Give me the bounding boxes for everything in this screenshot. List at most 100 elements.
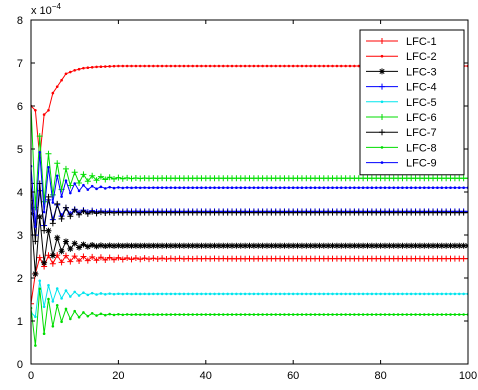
data-point: [235, 64, 238, 68]
data-point: [112, 292, 116, 296]
data-point: [54, 200, 61, 207]
data-point: [351, 242, 358, 249]
legend-item: LFC-8: [366, 142, 437, 154]
data-point: [318, 64, 321, 68]
data-point: [156, 186, 160, 190]
data-point: [182, 292, 186, 296]
data-point: [55, 303, 59, 307]
data-point: [102, 243, 109, 250]
data-point: [99, 185, 103, 189]
data-point: [396, 292, 400, 296]
data-point: [165, 186, 168, 190]
data-point: [418, 186, 422, 189]
data-point: [169, 186, 173, 189]
data-point: [259, 242, 266, 249]
data-point: [200, 313, 203, 316]
data-point: [108, 312, 111, 316]
x-tick-label: 0: [28, 370, 34, 382]
data-point: [145, 242, 152, 249]
data-point: [237, 242, 244, 249]
data-point: [401, 313, 404, 316]
data-point: [159, 255, 166, 262]
data-point: [213, 292, 216, 296]
data-point: [380, 100, 384, 104]
data-point: [261, 186, 264, 190]
data-point: [261, 292, 264, 296]
data-point: [353, 186, 356, 189]
data-point: [248, 313, 251, 316]
data-point: [285, 242, 292, 249]
data-point: [125, 64, 129, 68]
data-point: [252, 64, 256, 68]
data-point: [93, 243, 100, 250]
data-point: [204, 64, 208, 68]
data-point: [370, 186, 374, 189]
data-point: [379, 129, 385, 136]
data-point: [322, 186, 326, 189]
legend-item: LFC-4: [366, 82, 437, 94]
data-point: [71, 169, 78, 176]
data-point: [294, 242, 301, 249]
data-point: [182, 186, 186, 190]
data-point: [147, 313, 151, 316]
data-point: [82, 66, 85, 70]
data-point: [221, 292, 225, 296]
series-lfc-8: [31, 287, 468, 347]
data-point: [42, 113, 46, 116]
data-point: [392, 292, 396, 296]
data-point: [347, 242, 354, 249]
data-point: [89, 253, 96, 260]
data-point: [169, 64, 173, 68]
data-point: [239, 313, 243, 316]
data-point: [374, 292, 378, 296]
data-point: [416, 242, 423, 249]
data-point: [117, 64, 120, 68]
data-point: [102, 176, 109, 183]
data-point: [32, 270, 39, 277]
data-point: [256, 186, 260, 189]
data-point: [90, 311, 94, 315]
data-point: [185, 242, 192, 249]
series-lfc-7: [31, 180, 468, 245]
data-point: [287, 292, 291, 296]
data-point: [62, 165, 69, 172]
data-point: [36, 254, 43, 261]
data-point: [399, 242, 406, 249]
data-point: [243, 313, 247, 316]
data-point: [154, 256, 161, 263]
data-point: [381, 242, 388, 249]
data-point: [300, 186, 304, 189]
data-point: [230, 186, 234, 189]
data-point: [172, 242, 179, 249]
data-point: [221, 186, 225, 189]
legend-item: LFC-7: [366, 127, 437, 139]
data-point: [95, 187, 98, 191]
data-point: [208, 64, 212, 68]
data-point: [335, 313, 339, 316]
data-point: [111, 176, 118, 183]
data-point: [156, 64, 160, 68]
data-point: [49, 260, 56, 267]
data-point: [233, 242, 240, 249]
data-point: [224, 242, 231, 249]
data-point: [204, 292, 208, 296]
data-point: [361, 292, 365, 296]
data-point: [198, 242, 205, 249]
data-point: [374, 186, 378, 189]
data-point: [300, 64, 304, 68]
data-point: [444, 292, 448, 296]
data-point: [465, 175, 468, 182]
data-point: [84, 178, 91, 185]
series-lfc-1: [31, 252, 468, 307]
data-point: [215, 242, 222, 249]
data-point: [103, 187, 107, 190]
data-point: [42, 305, 46, 309]
data-point: [102, 210, 109, 217]
legend-item: LFC-2: [366, 51, 437, 63]
data-point: [368, 242, 375, 249]
data-point: [60, 195, 63, 198]
data-point: [447, 242, 454, 249]
series-line: [31, 288, 468, 346]
data-point: [329, 242, 336, 249]
data-point: [143, 313, 146, 316]
